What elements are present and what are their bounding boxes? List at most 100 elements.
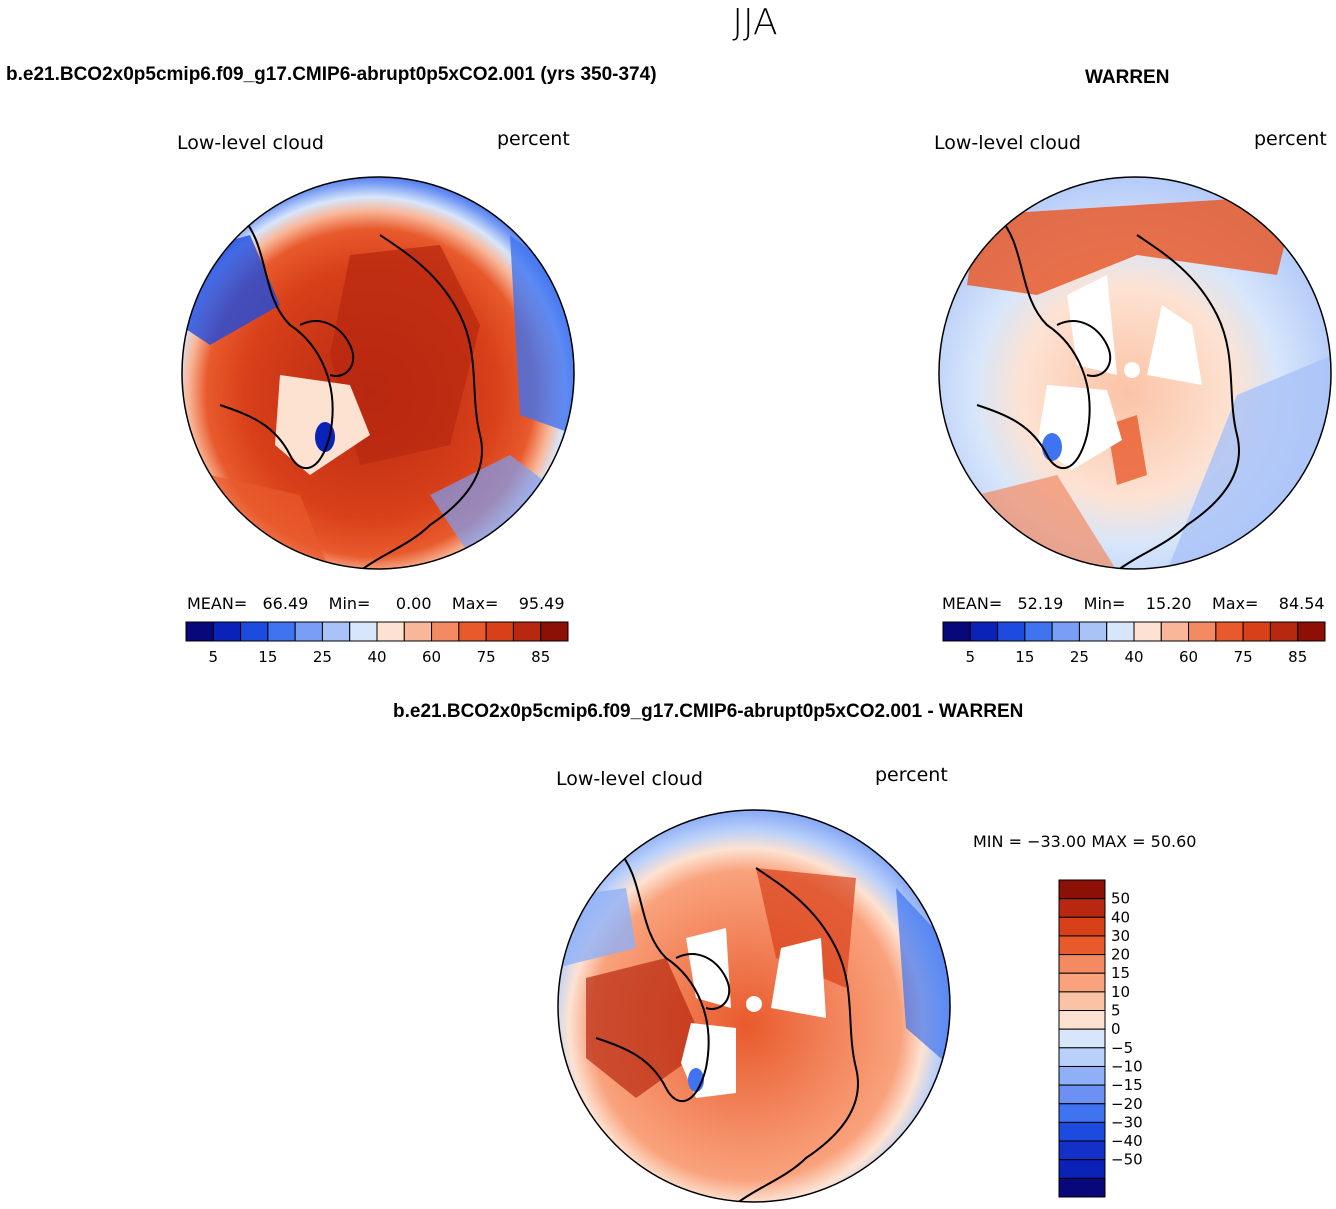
panel1-stats: MEAN= 66.49 Min= 0.00 Max= 95.49 [187,594,565,613]
panel3-colorbar-tick-label: −10 [1111,1057,1143,1075]
panel3-colorbar-swatch [1058,1028,1106,1049]
panel2-colorbar-swatch [1106,621,1135,642]
panel1-colorbar: 515254060758595 [185,621,569,666]
panel2-colorbar-swatch [1024,621,1053,642]
panel2-colorbar-tick-label: 15 [1015,648,1034,666]
panel2-colorbar-swatch [942,621,971,642]
panel3-colorbar-swatch [1058,1047,1106,1067]
panel1-colorbar-tick-label: 5 [209,648,219,666]
panel3-colorbar-swatch [1058,935,1106,956]
panel1-colorbar-swatch [294,621,323,642]
panel3-colorbar-tick-label: −40 [1111,1132,1143,1150]
panel1-colorbar-swatch [240,621,269,642]
panel2-min-value: 15.20 [1145,594,1192,613]
panel2-min-label: Min= [1083,594,1126,613]
panel2-title: WARREN [1085,67,1170,88]
panel3-colorbar-tick-label: 20 [1111,946,1130,964]
panel2-colorbar-tick-label: 60 [1179,648,1198,666]
panel1-colorbar-tick-label: 25 [313,648,332,666]
panel2-colorbar-swatch [1297,621,1326,642]
panel1-min-value: 0.00 [395,594,432,613]
panel2-max-value: 84.54 [1278,594,1325,613]
panel1-colorbar-swatch [321,621,351,642]
panel1-colorbar-swatch [212,621,242,642]
panel1-mean-value: 66.49 [262,594,309,613]
panel3-colorbar-swatch [1058,1177,1106,1198]
panel2-colorbar-tick-label: 25 [1070,648,1089,666]
panel3-missing-wedge [686,928,731,1008]
panel2-colorbar-swatch [1078,621,1108,642]
panel1-colorbar-swatch [540,621,569,642]
panel1-colorbar-tick-label: 85 [531,648,550,666]
panel3-colorbar-tick-label: 40 [1111,908,1130,926]
panel1-colorbar-swatch [376,621,405,642]
panel1-colorbar-swatch [512,621,542,642]
panel1-units-label: percent [497,128,570,150]
panel1-mean-label: MEAN= [187,594,248,613]
panel2-missing-wedge [1067,275,1117,375]
panel2-colorbar-tick-label: 85 [1288,648,1307,666]
panel1-colorbar-tick-label: 15 [258,648,277,666]
panel3-colorbar-tick-label: −15 [1111,1076,1143,1094]
panel2-units-label: percent [1254,128,1327,150]
panel1-max-value: 95.49 [518,594,565,613]
panel1-colorbar-tick-label: 40 [367,648,386,666]
panel3-colorbar-tick-label: −50 [1111,1151,1143,1169]
panel2-polar-map [938,176,1332,570]
panel3-colorbar-tick-label: 5 [1111,1002,1121,1020]
panel1-colorbar-swatch [485,621,514,642]
panel2-coastline [976,214,1091,470]
panel2-colorbar-tick-label: 75 [1234,648,1253,666]
panel2-colorbar-swatch [1133,621,1162,642]
panel2-colorbar-swatch [997,621,1026,642]
panel2-colorbar-swatch [1160,621,1190,642]
panel3-colorbar-tick-label: 10 [1111,983,1130,1001]
panel2-mean-value: 52.19 [1017,594,1064,613]
panel3-colorbar-tick-label: −30 [1111,1113,1143,1131]
panel2-colorbar-swatch [1269,621,1299,642]
panel3-colorbar-tick-label: −20 [1111,1095,1143,1113]
panel1-title: b.e21.BCO2x0p5cmip6.f09_g17.CMIP6-abrupt… [6,64,657,85]
panel1-polar-map [181,176,575,570]
panel3-units-label: percent [875,764,948,786]
panel3-left-label: Low-level cloud [556,768,703,790]
panel3-colorbar-tick-label: −5 [1111,1039,1133,1057]
panel2-colorbar: 515254060758595 [942,621,1326,666]
panel3-colorbar-swatch [1058,879,1106,900]
panel3-colorbar-tick-label: 30 [1111,927,1130,945]
panel3-title: b.e21.BCO2x0p5cmip6.f09_g17.CMIP6-abrupt… [393,701,1024,722]
panel2-left-label: Low-level cloud [934,132,1081,154]
panel1-max-label: Max= [451,594,499,613]
panel3-colorbar-tick-label: 50 [1111,890,1130,908]
panel2-colorbar-swatch [1215,621,1244,642]
panel1-coastline [219,214,334,470]
panel3-colorbar-swatch [1058,991,1106,1012]
panel2-colorbar-swatch [1242,621,1271,642]
panel1-colorbar-tick-label: 75 [477,648,496,666]
panel3-coastline [595,847,710,1103]
panel3-colorbar-swatch [1058,972,1106,993]
panel2-colorbar-tick-label: 40 [1124,648,1143,666]
panel3-colorbar-tick-label: 0 [1111,1020,1121,1038]
panel3-colorbar-swatch [1058,1159,1106,1179]
panel2-max-label: Max= [1211,594,1259,613]
panel3-colorbar-swatch [1058,1140,1106,1161]
panel3-polar-map [557,809,951,1203]
panel1-colorbar-swatch [458,621,487,642]
panel3-colorbar-swatch [1058,954,1106,974]
panel2-stats: MEAN= 52.19 Min= 15.20 Max= 84.54 [942,594,1325,613]
panel3-colorbar-swatch [1058,1103,1106,1123]
panel3-colorbar-swatch [1058,1084,1106,1105]
panel3-colorbar-tick-label: 15 [1111,964,1130,982]
panel1-colorbar-swatch [431,621,460,642]
panel3-colorbar-swatch [1058,1121,1106,1142]
panel1-colorbar-swatch [267,621,296,642]
panel2-colorbar-swatch [969,621,999,642]
panel2-colorbar-swatch [1188,621,1217,642]
panel3-minmax: MIN = −33.00 MAX = 50.60 [973,832,1197,851]
panel3-colorbar-swatch [1058,916,1106,937]
panel1-colorbar-swatch [185,621,214,642]
panel1-min-label: Min= [328,594,371,613]
panel1-colorbar-tick-label: 60 [422,648,441,666]
panel1-colorbar-swatch [403,621,433,642]
